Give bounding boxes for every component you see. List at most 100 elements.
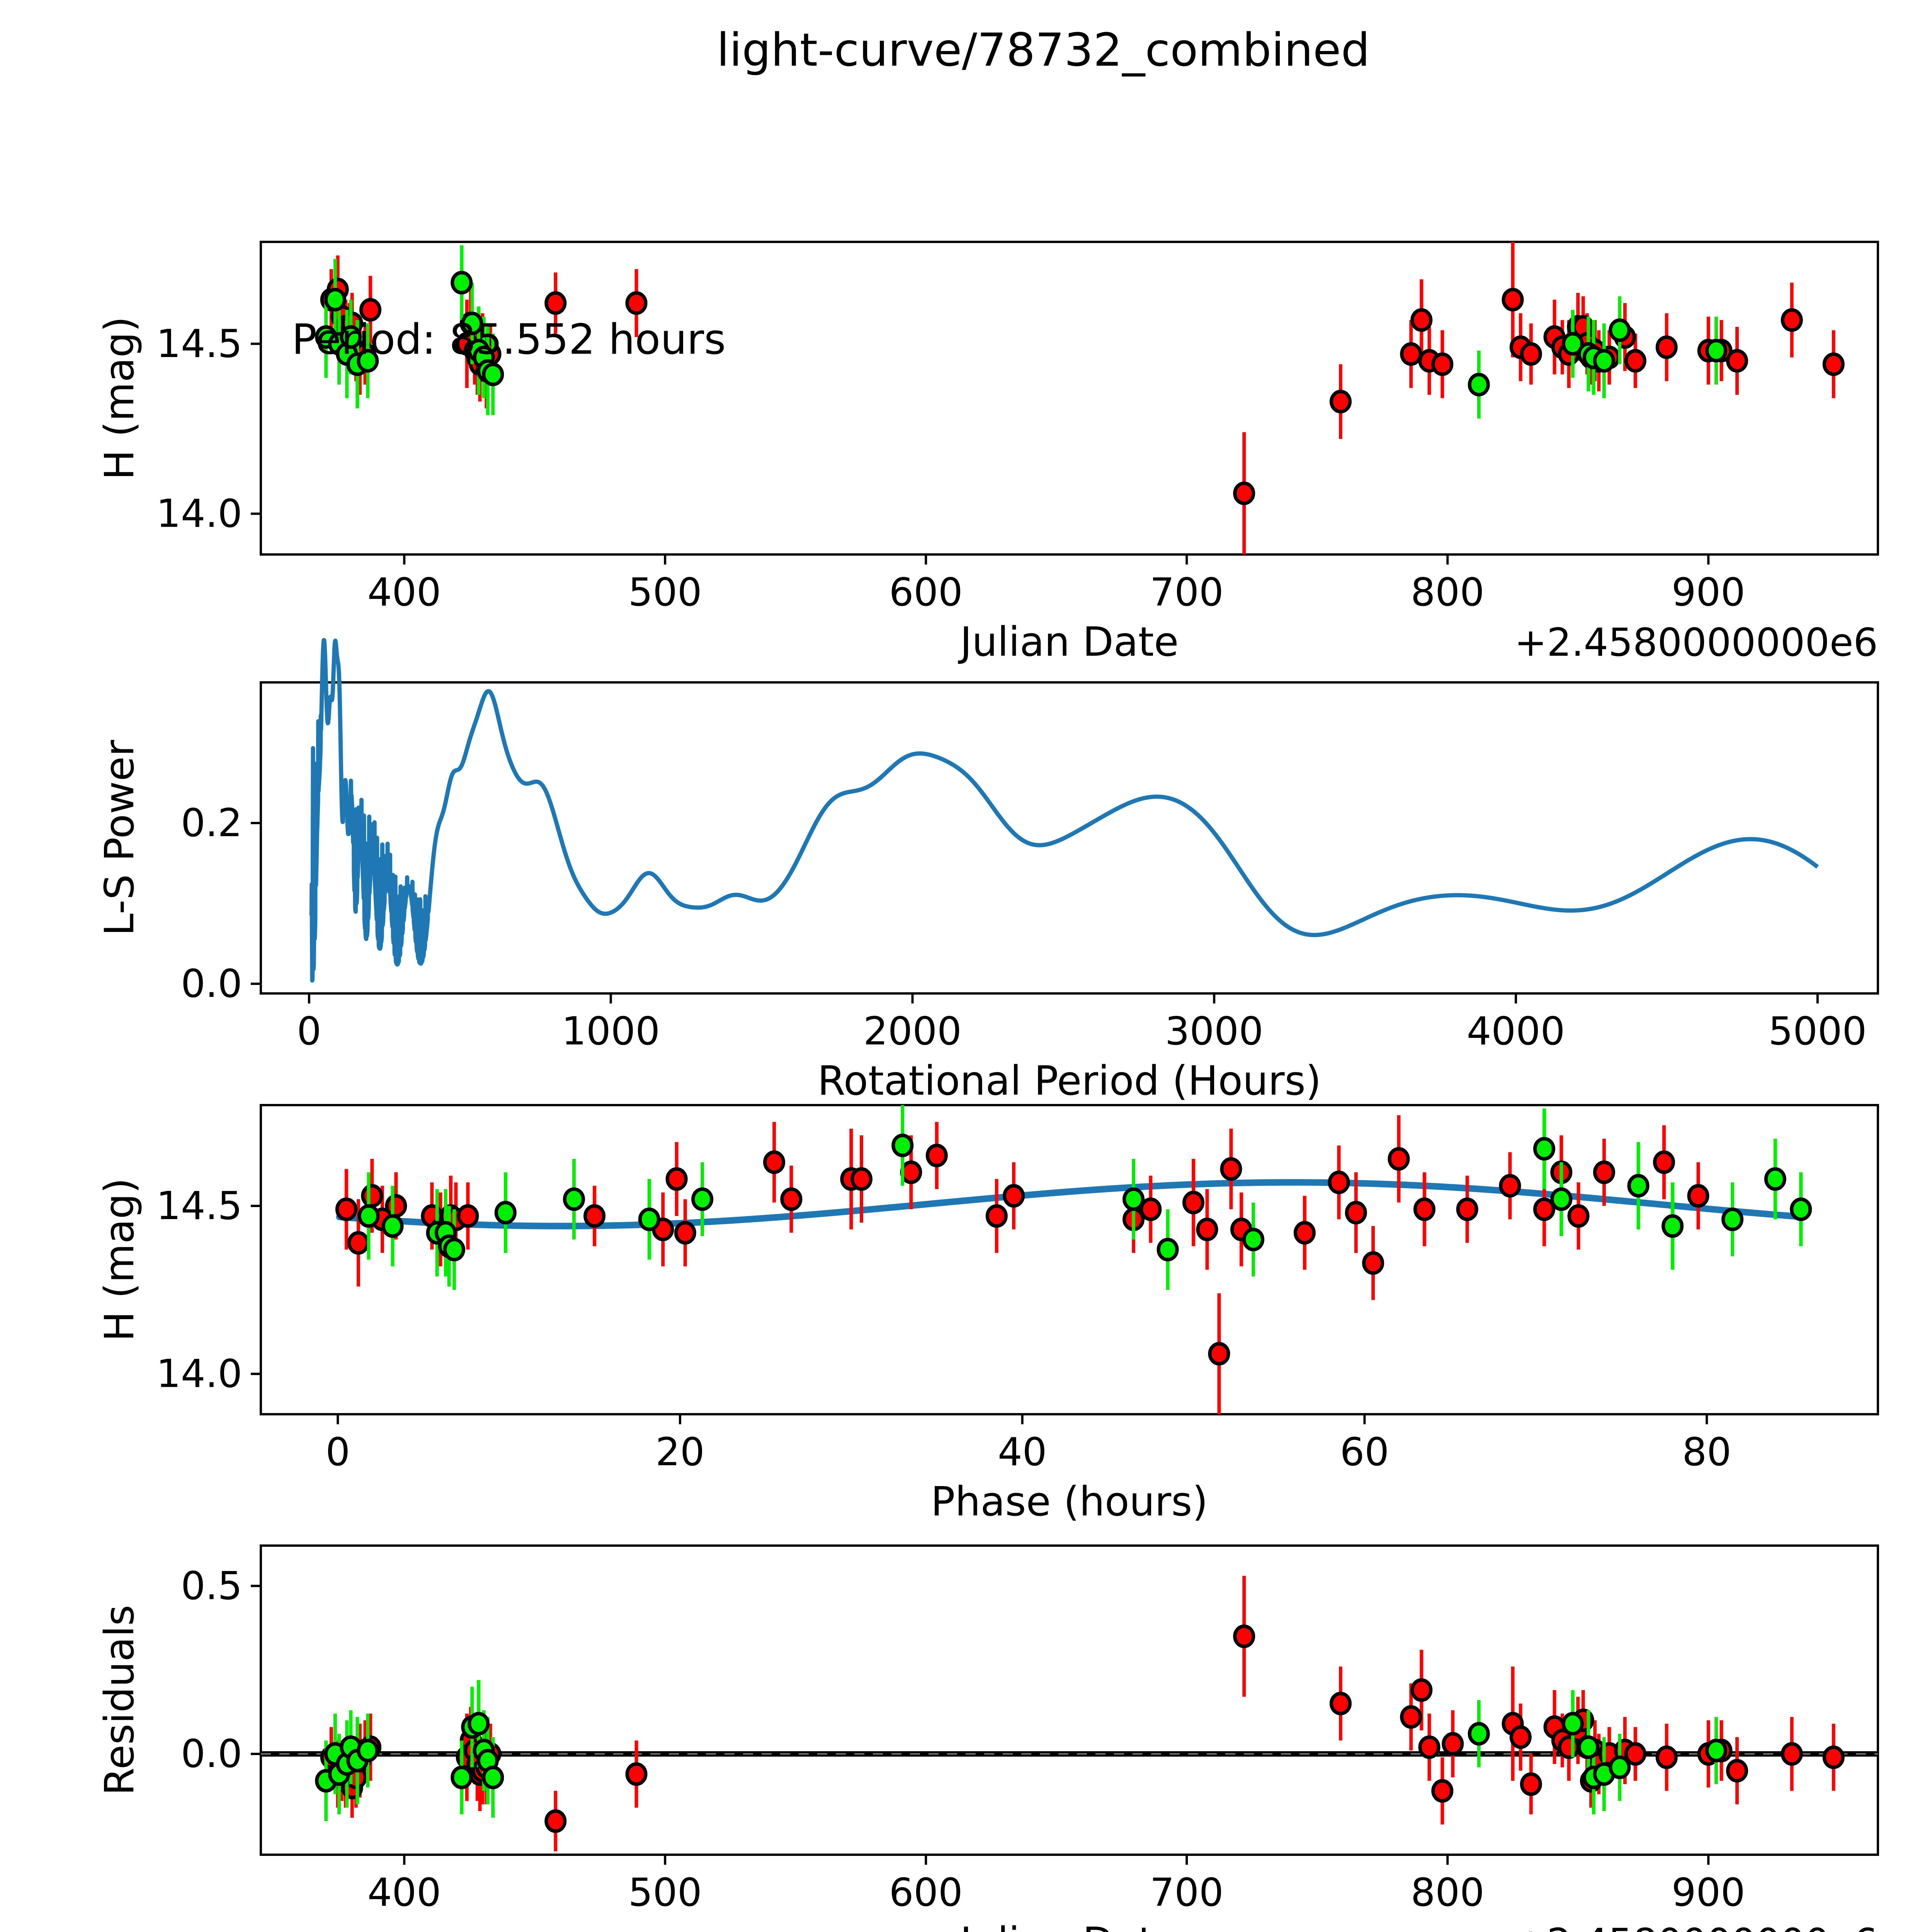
x-tick-label: 800 (1411, 570, 1485, 615)
data-point-red (1624, 349, 1646, 373)
data-point-green (638, 1208, 660, 1231)
x-tick-label: 40 (998, 1429, 1047, 1475)
data-point-red (1330, 389, 1352, 413)
series-red (335, 1115, 1709, 1414)
x-tick-label: 4000 (1467, 1009, 1565, 1054)
data-point-green (357, 1204, 380, 1228)
x-tick-label: 500 (628, 570, 702, 615)
data-point-red (674, 1221, 696, 1245)
data-point-red (1456, 1197, 1478, 1221)
axes-frame (260, 1544, 1879, 1856)
data-point-red (1328, 1170, 1350, 1194)
data-point-red (1822, 352, 1845, 376)
data-point-red (985, 1204, 1008, 1228)
data-point-red (457, 1204, 479, 1228)
data-point-red (385, 1194, 407, 1218)
data-point-red (544, 291, 567, 315)
data-point-red (544, 1809, 567, 1833)
data-point-green (451, 271, 473, 295)
data-point-red (361, 1184, 383, 1208)
data-point-green (461, 311, 483, 335)
data-point-red (1726, 349, 1748, 373)
data-point-green (1561, 332, 1584, 356)
data-point-green (1705, 338, 1727, 362)
data-point-green (1468, 372, 1490, 396)
data-point-green (1550, 1187, 1573, 1211)
y-tick-label: 14.5 (156, 1183, 242, 1228)
data-point-green (482, 1765, 504, 1789)
data-point-red (780, 1187, 803, 1211)
periodogram-line (309, 638, 1820, 983)
data-point-green (357, 349, 379, 373)
x-tick-label: 600 (889, 1870, 963, 1915)
data-point-green (1593, 349, 1615, 373)
data-point-red (925, 1143, 948, 1167)
series-green (315, 245, 1727, 419)
y-axis-label: H (mag) (96, 1178, 143, 1341)
x-tick-label: 500 (628, 1870, 702, 1915)
data-point-red (1567, 1204, 1590, 1228)
x-tick-label: 900 (1672, 1870, 1745, 1915)
data-point-red (1362, 1251, 1384, 1275)
data-point-red (1655, 335, 1678, 359)
series-green (357, 1105, 1812, 1290)
data-point-red (625, 291, 648, 315)
data-point-green (1122, 1187, 1145, 1211)
x-tick-label: 2000 (863, 1009, 962, 1054)
x-tick-label: 700 (1150, 1870, 1224, 1915)
data-point-red (1509, 1725, 1532, 1749)
data-point-red (1293, 1221, 1316, 1245)
series-green (315, 1680, 1727, 1821)
x-tick-label: 700 (1150, 570, 1224, 615)
y-tick-label: 14.0 (156, 491, 242, 536)
data-point-red (625, 1762, 648, 1786)
x-tick-label: 900 (1672, 570, 1745, 615)
y-axis-label: Residuals (96, 1605, 143, 1795)
data-point-red (359, 298, 381, 322)
data-point-green (1533, 1137, 1555, 1161)
axes-frame (260, 241, 1879, 556)
y-tick-label: 0.2 (181, 800, 242, 845)
x-tick-label: 20 (655, 1429, 704, 1475)
data-point-red (1520, 1772, 1542, 1796)
data-point-red (1533, 1197, 1555, 1221)
data-point-green (563, 1187, 585, 1211)
data-point-red (1431, 1779, 1454, 1803)
figure-title: light-curve/78732_combined (716, 23, 1370, 77)
data-point-red (1499, 1174, 1521, 1198)
data-point-green (494, 1201, 517, 1225)
y-tick-label: 0.0 (181, 1731, 242, 1776)
data-point-red (763, 1150, 786, 1174)
data-point-red (335, 1197, 357, 1221)
y-tick-label: 0.0 (181, 961, 242, 1006)
data-point-green (443, 1238, 465, 1262)
data-point-red (1413, 1197, 1435, 1221)
data-point-red (900, 1160, 922, 1184)
data-point-green (1627, 1174, 1650, 1198)
data-point-red (1233, 481, 1255, 505)
data-point-red (1726, 1759, 1748, 1783)
period-annotation: Period: 85.552 hours (292, 315, 726, 364)
series-red (320, 242, 1845, 554)
data-point-red (1781, 308, 1803, 332)
data-point-red (1502, 287, 1524, 311)
y-axis-label: L-S Power (96, 740, 143, 936)
data-point-red (583, 1204, 606, 1228)
data-point-red (1687, 1184, 1709, 1208)
x-tick-label: 0 (297, 1009, 321, 1054)
data-point-red (1624, 1742, 1646, 1766)
y-tick-label: 14.0 (156, 1351, 242, 1396)
x-tick-label: 3000 (1165, 1009, 1264, 1054)
data-point-green (1662, 1214, 1684, 1238)
data-point-red (1139, 1197, 1162, 1221)
x-tick-label: 0 (325, 1429, 350, 1475)
data-point-red (1822, 1745, 1845, 1769)
x-axis-label: Julian Date (958, 618, 1179, 665)
data-point-green (1790, 1197, 1812, 1221)
data-point-green (1561, 1712, 1584, 1736)
data-point-green (1468, 1722, 1490, 1746)
data-point-red (1520, 342, 1542, 366)
data-point-red (1400, 342, 1422, 366)
